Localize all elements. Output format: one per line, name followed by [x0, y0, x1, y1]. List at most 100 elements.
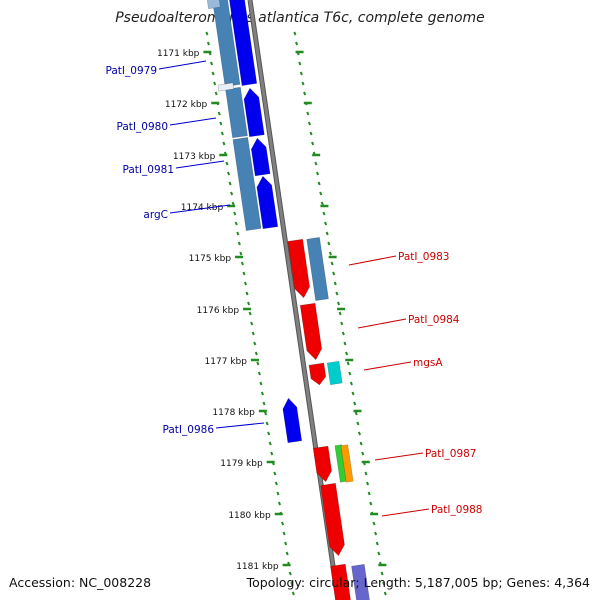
cds-block — [306, 237, 329, 301]
tick-dash — [356, 421, 360, 426]
cds-block — [232, 137, 262, 231]
tick-dash — [332, 271, 336, 276]
tick-label: 1179 kbp — [220, 459, 263, 469]
tick-dash — [293, 31, 297, 36]
left-tick-track — [203, 31, 295, 596]
tick-dash — [253, 341, 257, 346]
tick-dash — [340, 321, 344, 326]
tick-label: 1175 kbp — [189, 254, 232, 264]
tick-dash — [225, 161, 229, 166]
tick-dash — [309, 131, 313, 136]
tick-label: 1176 kbp — [197, 306, 240, 316]
tick-dash — [226, 171, 231, 176]
leader-line — [175, 160, 225, 169]
tick-dash — [351, 391, 355, 396]
tick-dash — [364, 471, 368, 476]
reverse-gene-arrow — [312, 445, 332, 483]
tick-dash — [299, 71, 303, 76]
tick-dash — [260, 391, 265, 396]
tick-dash — [345, 351, 349, 356]
tick-dash — [359, 441, 363, 446]
cds-block — [206, 0, 221, 10]
tick-dash — [206, 41, 210, 46]
tick-dash — [270, 451, 274, 456]
leader-line — [169, 204, 231, 214]
tick-dash — [217, 111, 221, 116]
leader-line — [158, 60, 207, 70]
leader-line — [363, 361, 412, 371]
tick-label: 1173 kbp — [173, 152, 216, 162]
forward-gene-arrow — [256, 175, 279, 230]
tick-dash — [231, 201, 235, 206]
tick-dash — [369, 501, 373, 506]
tick-dash — [301, 81, 305, 86]
tick-dash — [320, 201, 324, 206]
tick-dash — [236, 231, 240, 236]
forward-gene-label: PatI_0980 — [117, 121, 168, 133]
forward-gene-arrow — [229, 0, 258, 86]
tick-dash — [383, 591, 387, 596]
tick-dash — [239, 251, 243, 256]
reverse-gene-arrow — [299, 302, 323, 361]
tick-dash — [248, 311, 252, 316]
tick-dash — [336, 301, 341, 306]
forward-gene-label: PatI_0979 — [106, 65, 157, 77]
reverse-gene-arrow — [320, 482, 345, 557]
tick-dash — [327, 241, 331, 246]
cds-block — [225, 86, 248, 139]
tick-dash — [257, 371, 261, 376]
tick-dash — [256, 361, 260, 366]
tick-dash — [267, 431, 271, 436]
tick-dash — [210, 61, 214, 66]
tick-dash — [237, 241, 241, 246]
tick-dash — [335, 291, 339, 296]
tick-dash — [264, 411, 268, 416]
tick-dash — [361, 451, 365, 456]
tick-dash — [357, 431, 362, 436]
tick-dash — [330, 261, 334, 266]
reverse-gene-label: PatI_0988 — [431, 504, 482, 516]
tick-dash — [290, 581, 294, 586]
reverse-gene-label: PatI_0983 — [398, 251, 449, 263]
label-layer: 1171 kbp 1172 kbp 1173 kbp 1174 kbp 1175 kbp… — [106, 49, 483, 572]
cds-block — [212, 0, 241, 87]
tick-dash — [291, 591, 295, 596]
tick-dash — [281, 521, 285, 526]
tick-dash — [375, 541, 379, 546]
tick-dash — [219, 121, 223, 126]
tick-dash — [348, 371, 352, 376]
tick-dash — [346, 361, 350, 366]
tick-dash — [311, 141, 315, 146]
tick-dash — [254, 351, 258, 356]
tick-dash — [322, 211, 326, 216]
tick-dash — [220, 131, 224, 136]
leader-line — [381, 508, 430, 517]
tick-dash — [324, 221, 328, 226]
cds-block — [351, 563, 370, 600]
reverse-gene-label: PatI_0984 — [408, 314, 460, 326]
tick-dash — [343, 341, 347, 346]
leader-line — [169, 117, 217, 126]
tick-dash — [328, 251, 332, 256]
tick-dash — [325, 231, 329, 236]
tick-dash — [349, 381, 353, 386]
tick-dash — [214, 91, 218, 96]
tick-dash — [265, 421, 269, 426]
genome-stats-text: Topology: circular; Length: 5,187,005 bp… — [246, 575, 590, 590]
forward-gene-arrow — [250, 137, 271, 177]
tick-label: 1180 kbp — [228, 511, 271, 521]
tick-dash — [372, 521, 376, 526]
tick-dash — [354, 411, 358, 416]
tick-label: 1177 kbp — [205, 357, 248, 367]
tick-dash — [247, 301, 251, 306]
leader-line — [374, 452, 424, 461]
tick-dash — [333, 281, 337, 286]
tick-dash — [245, 291, 249, 296]
tick-dash — [205, 31, 209, 36]
tick-dash — [295, 41, 299, 46]
tick-dash — [377, 551, 381, 556]
rrna-block — [326, 360, 343, 386]
forward-gene-arrow — [243, 87, 265, 138]
tick-label: 1178 kbp — [212, 408, 255, 418]
tick-dash — [307, 121, 311, 126]
